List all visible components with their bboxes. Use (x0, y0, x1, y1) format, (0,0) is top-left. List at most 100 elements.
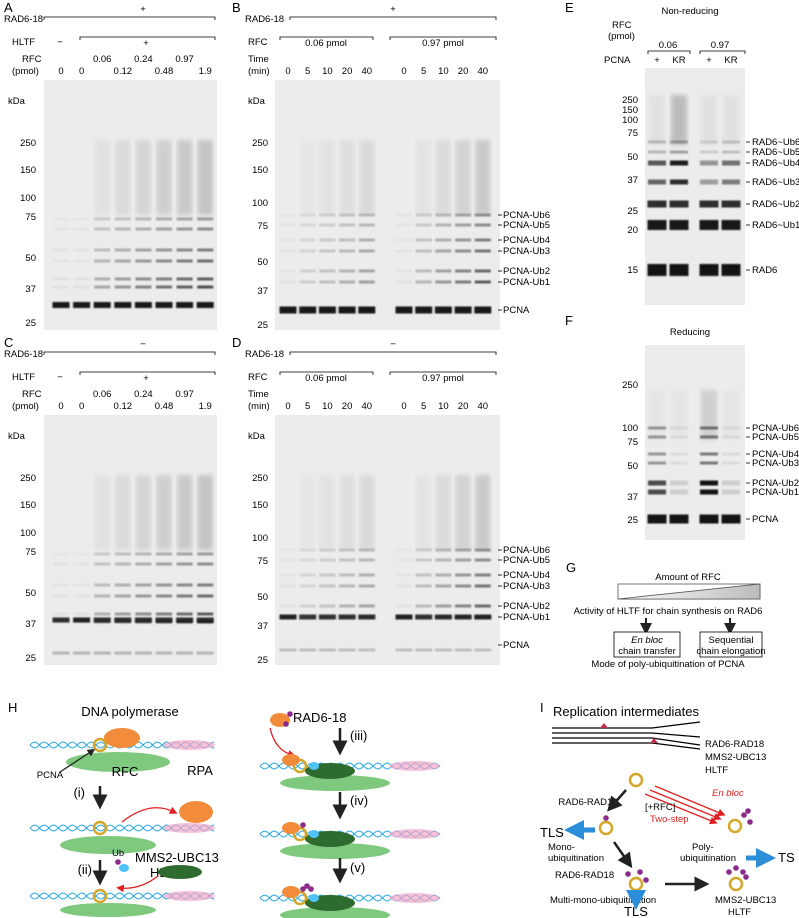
label: PCNA (37, 770, 64, 781)
lane-label: 0.97 (175, 389, 194, 400)
band (53, 259, 69, 263)
label: 0.06 pmol (305, 38, 347, 49)
lane-label: 5 (421, 66, 426, 77)
band (358, 238, 375, 242)
band (73, 612, 90, 616)
lane-label: 0.24 (134, 389, 153, 400)
band (721, 220, 741, 230)
band (73, 285, 90, 289)
band (396, 605, 412, 608)
band (474, 238, 491, 242)
label: TS (778, 850, 795, 865)
smear (156, 140, 172, 215)
band (280, 270, 296, 273)
band-label: PCNA-Ub5 (503, 555, 550, 566)
band (669, 264, 689, 276)
band (197, 552, 214, 556)
band (197, 259, 214, 263)
band (176, 583, 193, 587)
band-label: PCNA-Ub1 (503, 612, 550, 623)
band (156, 594, 172, 598)
band (647, 264, 667, 276)
band (647, 514, 667, 524)
label: Mono- (548, 842, 575, 853)
label: RAD6-18 (245, 14, 284, 25)
band (700, 489, 718, 495)
label: 0.06 (659, 40, 678, 51)
label: kDa (248, 431, 266, 442)
band (73, 277, 90, 281)
label: Time (248, 54, 269, 65)
band (670, 179, 688, 185)
band (74, 228, 90, 231)
band (358, 269, 375, 273)
lane-label: 10 (438, 66, 449, 77)
marker-label: 250 (622, 380, 638, 391)
band (319, 269, 336, 273)
band (155, 302, 173, 308)
ubiquitin (637, 869, 643, 875)
lane-label: 0 (401, 401, 406, 412)
band (670, 150, 688, 154)
ubc13 (119, 864, 129, 872)
band (299, 223, 316, 227)
band (114, 217, 131, 221)
band (114, 302, 132, 308)
pcna-clamp-base (66, 752, 170, 772)
bracket (647, 50, 691, 54)
lane-label: 10 (322, 401, 333, 412)
band (669, 200, 689, 208)
label: Amount of RFC (655, 572, 721, 583)
band (299, 648, 317, 652)
label: + (143, 373, 149, 384)
band (339, 238, 356, 242)
band-label: RAD6~Ub1 (752, 220, 799, 231)
marker-label: 37 (25, 619, 36, 630)
ubc13 (309, 762, 319, 770)
label: (pmol) (608, 31, 635, 42)
pcna-ring (92, 820, 108, 836)
ubiquitin (733, 865, 739, 871)
pcna-clamp-base (60, 903, 156, 917)
band (156, 248, 172, 252)
lane-label: 5 (421, 401, 426, 412)
band (415, 604, 432, 608)
band (415, 615, 432, 619)
label: RFC (22, 389, 42, 400)
smear (339, 475, 355, 550)
band (114, 612, 131, 616)
band (435, 573, 452, 577)
band (280, 250, 296, 253)
band-label: PCNA-Ub6 (752, 423, 799, 434)
band (93, 617, 111, 623)
band (156, 552, 172, 556)
smear (723, 95, 739, 145)
band (197, 594, 214, 598)
band (670, 480, 688, 486)
smear (115, 475, 131, 550)
band (197, 612, 214, 616)
pcna-clamp-base (280, 907, 390, 918)
lane-label: 5 (305, 66, 310, 77)
label: En bloc (631, 635, 663, 646)
band (319, 573, 336, 577)
band (435, 584, 452, 588)
label: RFC (112, 764, 139, 779)
band (280, 559, 296, 562)
label: (iv) (350, 793, 368, 808)
label: chain transfer (618, 646, 676, 657)
band (435, 238, 452, 242)
band (648, 435, 666, 439)
band (396, 559, 412, 562)
smear (671, 95, 687, 145)
smear (475, 475, 491, 550)
band (339, 269, 356, 273)
marker-label: 75 (257, 221, 268, 232)
band (176, 562, 193, 566)
band (648, 179, 666, 185)
label: RPA (187, 763, 213, 778)
band-label: PCNA-Ub1 (752, 487, 799, 498)
band (135, 248, 152, 252)
smear (135, 140, 151, 215)
lane-label: 20 (342, 401, 353, 412)
